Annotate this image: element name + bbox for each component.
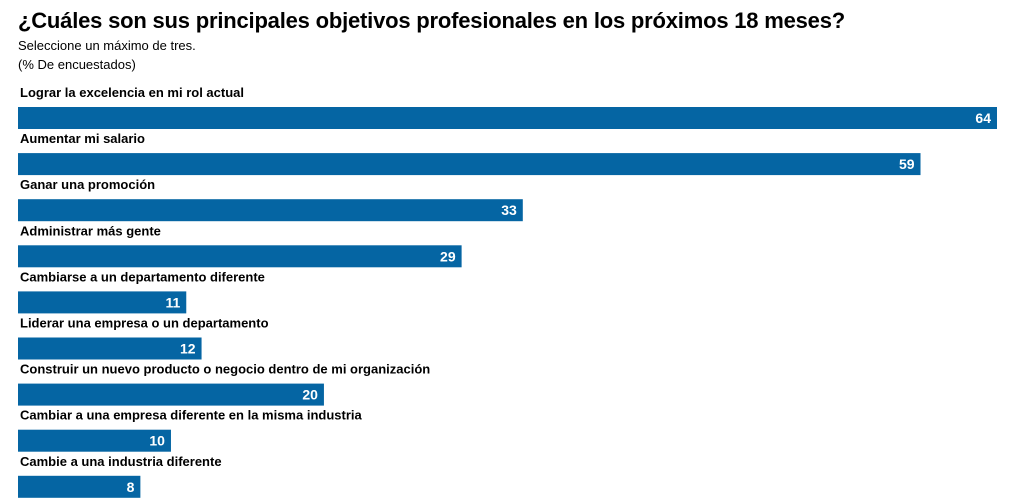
value-label: 33 — [501, 202, 517, 218]
value-label: 10 — [149, 433, 165, 449]
category-label: Liderar una empresa o un departamento — [20, 316, 269, 331]
value-label: 12 — [180, 341, 196, 357]
category-label: Cambie a una industria diferente — [20, 454, 222, 469]
value-label: 20 — [302, 387, 318, 403]
category-label: Cambiarse a un departamento diferente — [20, 269, 265, 284]
category-label: Administrar más gente — [20, 223, 161, 238]
category-label: Construir un nuevo producto o negocio de… — [20, 362, 430, 377]
value-label: 11 — [165, 294, 180, 310]
bar — [18, 291, 187, 314]
bar — [18, 429, 171, 452]
bar — [18, 383, 324, 406]
bar — [18, 475, 141, 498]
bar — [18, 337, 202, 360]
value-label: 29 — [440, 248, 456, 264]
bar — [18, 107, 997, 129]
category-label: Ganar una promoción — [20, 177, 155, 192]
chart-title: ¿Cuáles son sus principales objetivos pr… — [18, 8, 845, 33]
category-label: Lograr la excelencia en mi rol actual — [20, 85, 244, 100]
value-label: 64 — [975, 110, 991, 126]
chart-subtitle: Seleccione un máximo de tres. — [18, 38, 196, 53]
value-label: 59 — [899, 156, 915, 172]
bar — [18, 245, 462, 268]
chart-unit-note: (% De encuestados) — [18, 57, 136, 72]
category-label: Aumentar mi salario — [20, 131, 145, 146]
category-label: Cambiar a una empresa diferente en la mi… — [20, 408, 363, 423]
bar — [18, 153, 921, 176]
bar — [18, 199, 523, 222]
value-label: 8 — [127, 479, 135, 495]
